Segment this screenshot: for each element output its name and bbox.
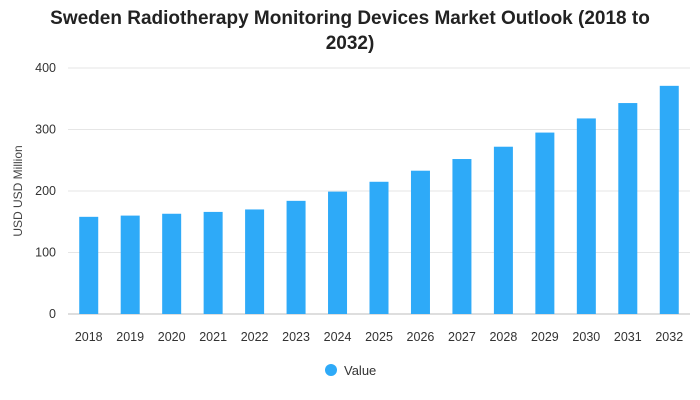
bar-2025[interactable] (369, 181, 389, 314)
x-tick-label: 2031 (614, 330, 642, 344)
y-tick-label: 200 (35, 184, 56, 198)
x-tick-label: 2023 (282, 330, 310, 344)
bar-2032[interactable] (659, 85, 679, 315)
y-axis-label: USD USD Million (11, 145, 25, 236)
legend-swatch[interactable] (325, 364, 337, 376)
legend-label[interactable]: Value (344, 363, 376, 378)
axes: 0 100 200 300 400 2018 2019 2020 2021 2022 2023 202… (35, 61, 683, 344)
bar-2019[interactable] (120, 215, 140, 314)
y-tick-label: 100 (35, 246, 56, 260)
x-tick-label: 2028 (489, 330, 517, 344)
y-tick-label: 0 (49, 307, 56, 321)
x-tick-label: 2026 (407, 330, 435, 344)
chart-title: Sweden Radiotherapy Monitoring Devices M… (0, 6, 700, 56)
bar-2021[interactable] (203, 211, 223, 314)
x-tick-label: 2032 (655, 330, 683, 344)
x-tick-label: 2024 (324, 330, 352, 344)
bar-2024[interactable] (328, 191, 348, 314)
bar-2023[interactable] (286, 200, 306, 314)
legend[interactable]: Value (325, 363, 376, 378)
x-tick-label: 2021 (199, 330, 227, 344)
x-tick-label: 2027 (448, 330, 476, 344)
bar-2028[interactable] (493, 146, 513, 314)
bar-2020[interactable] (162, 213, 182, 314)
bar-2027[interactable] (452, 159, 472, 314)
bars (79, 85, 679, 315)
bar-2018[interactable] (79, 216, 99, 314)
y-tick-label: 400 (35, 61, 56, 75)
x-tick-label: 2029 (531, 330, 559, 344)
x-tick-label: 2019 (116, 330, 144, 344)
bar-2022[interactable] (245, 209, 265, 314)
x-tick-label: 2020 (158, 330, 186, 344)
y-tick-label: 300 (35, 123, 56, 137)
chart-title-line-1: Sweden Radiotherapy Monitoring Devices M… (50, 8, 650, 29)
x-tick-label: 2022 (241, 330, 269, 344)
bar-2029[interactable] (535, 132, 555, 314)
bar-2030[interactable] (576, 118, 596, 315)
chart-title-line-2: 2032) (325, 33, 375, 54)
bar-2031[interactable] (618, 103, 638, 315)
x-tick-label: 2018 (75, 330, 103, 344)
x-tick-label: 2030 (572, 330, 600, 344)
x-tick-label: 2025 (365, 330, 393, 344)
bar-2026[interactable] (410, 170, 430, 314)
